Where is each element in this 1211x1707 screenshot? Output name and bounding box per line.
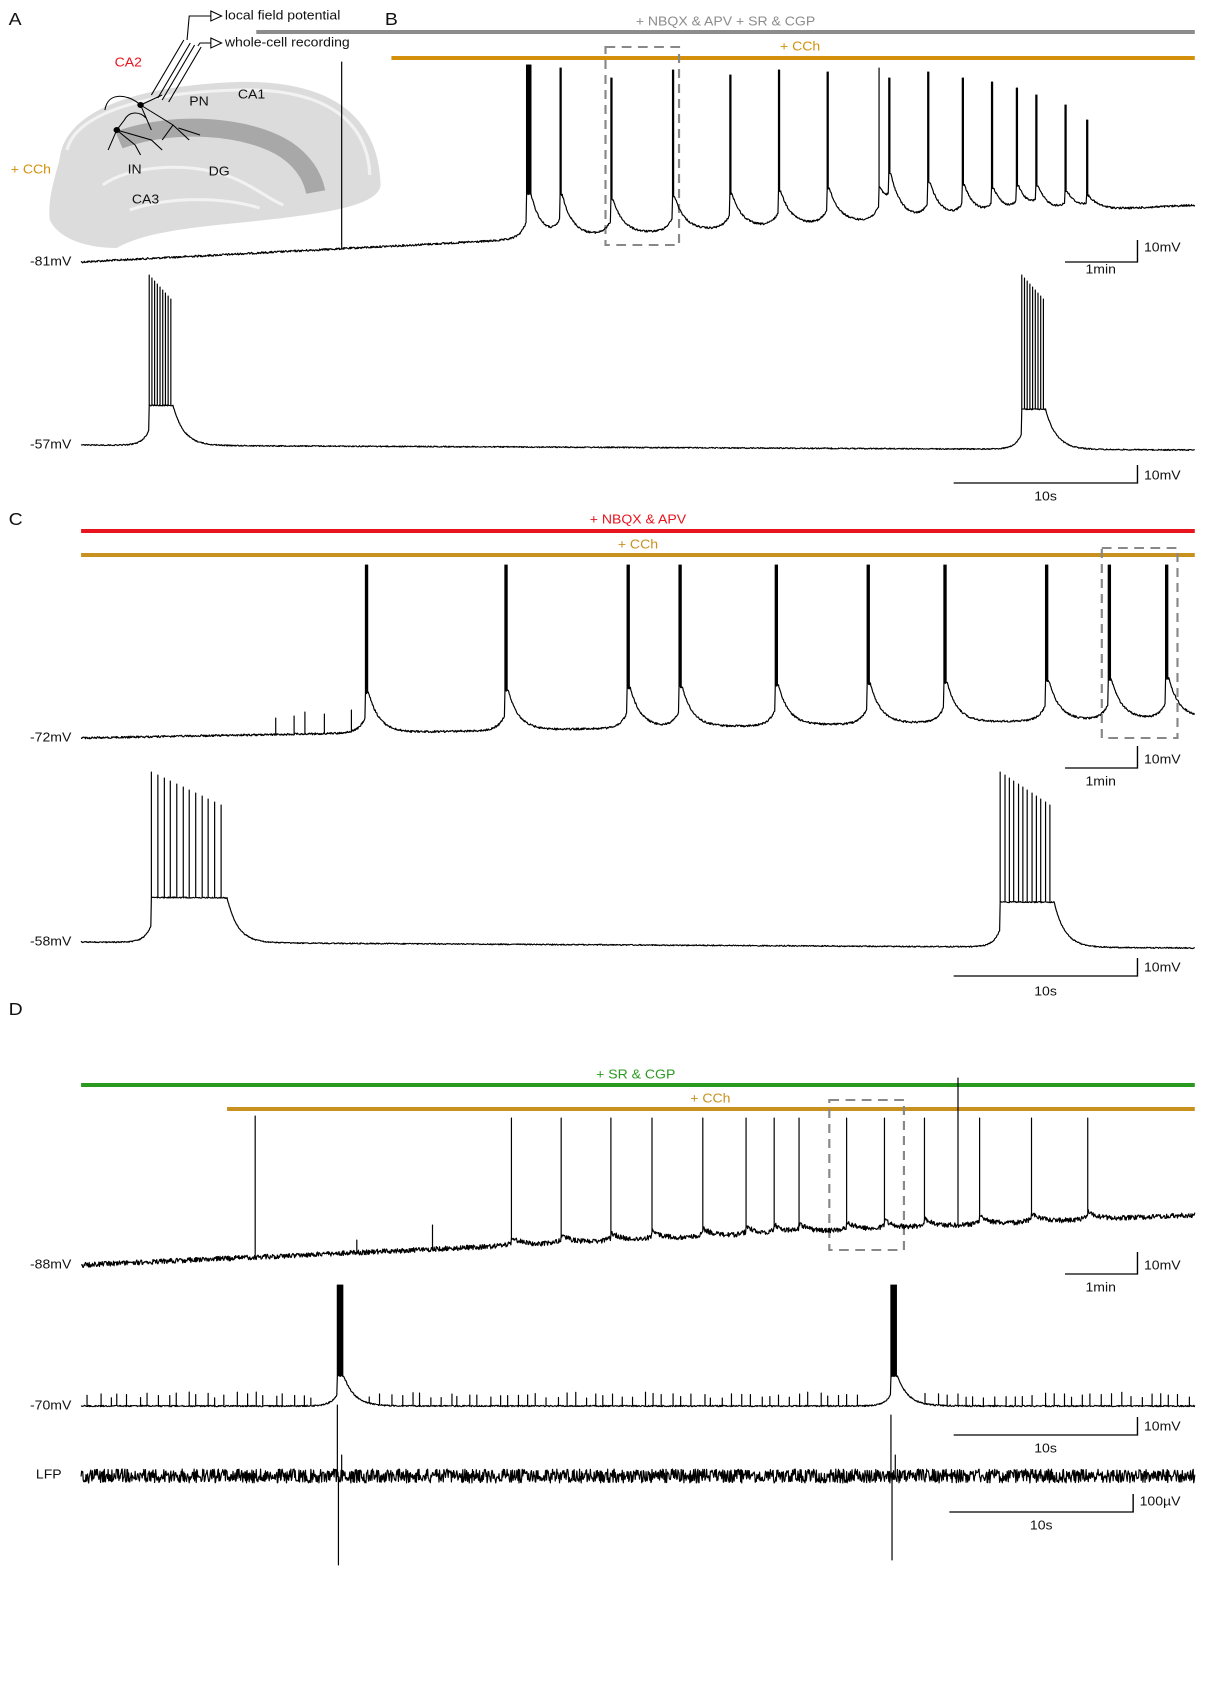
potential-label: -72mV xyxy=(30,730,71,744)
scale-label: 10mV xyxy=(1144,1419,1181,1433)
electrode-label: whole-cell recording xyxy=(224,35,350,49)
page: {"panel_a":{"letter":"A","condition":"+ … xyxy=(0,0,1211,1707)
voltage-trace xyxy=(81,772,1195,949)
scale-label: 10s xyxy=(1034,489,1057,503)
region-label: CA2 xyxy=(115,55,142,69)
scale-label: 10s xyxy=(1034,984,1057,998)
potential-label: -70mV xyxy=(30,1398,71,1412)
scale-label: 10mV xyxy=(1144,240,1181,254)
region-label: DG xyxy=(209,164,230,178)
region-label: PN xyxy=(189,94,208,108)
drug-label: + CCh xyxy=(690,1091,730,1105)
zoom-box xyxy=(606,47,680,245)
scale-label: 1min xyxy=(1086,1280,1116,1294)
potential-label: -57mV xyxy=(30,437,71,451)
drug-label: + CCh xyxy=(780,39,820,53)
region-label: CA3 xyxy=(132,192,159,206)
figure: A + CCh local field potential whole-cell… xyxy=(0,0,1211,1707)
scale-bar xyxy=(954,1417,1138,1435)
scale-label: 10s xyxy=(1030,1518,1053,1532)
panel-letter: B xyxy=(385,8,398,28)
electrode-label: local field potential xyxy=(225,8,340,22)
voltage-trace xyxy=(81,565,1195,739)
scale-bar xyxy=(1065,1252,1137,1274)
scale-label: 10mV xyxy=(1144,960,1181,974)
scale-bar xyxy=(1065,240,1137,262)
potential-label: -58mV xyxy=(30,934,71,948)
traces xyxy=(81,62,1195,1565)
voltage-trace xyxy=(81,1405,1195,1565)
scale-bar xyxy=(1065,746,1137,768)
scale-label: 100µV xyxy=(1140,1494,1181,1508)
scale-label: 10s xyxy=(1034,1441,1057,1455)
potential-label: -88mV xyxy=(30,1257,71,1271)
scale-label: 10mV xyxy=(1144,1258,1181,1272)
scale-bar xyxy=(949,1494,1133,1512)
potential-label: -81mV xyxy=(30,254,71,268)
voltage-trace xyxy=(81,1078,1195,1267)
voltage-trace xyxy=(81,1285,1195,1407)
drug-label: + NBQX & APV xyxy=(590,512,686,526)
panel-letter: D xyxy=(9,998,23,1018)
scale-bar xyxy=(954,958,1138,976)
panel-letter: A xyxy=(9,8,22,28)
scale-bar xyxy=(954,465,1138,483)
drug-label: + CCh xyxy=(618,537,658,551)
scale-label: 10mV xyxy=(1144,468,1181,482)
scale-label: 1min xyxy=(1086,262,1116,276)
region-label: CA1 xyxy=(238,87,265,101)
scale-label: 1min xyxy=(1086,774,1116,788)
lfp-label: LFP xyxy=(36,1467,62,1481)
voltage-trace xyxy=(81,275,1195,451)
drug-label: + SR & CGP xyxy=(596,1067,675,1081)
region-label: IN xyxy=(128,162,142,176)
panel-letter: C xyxy=(9,508,23,528)
drug-label: + NBQX & APV + SR & CGP xyxy=(636,14,815,28)
condition-label: + CCh xyxy=(11,162,51,176)
scale-label: 10mV xyxy=(1144,752,1181,766)
